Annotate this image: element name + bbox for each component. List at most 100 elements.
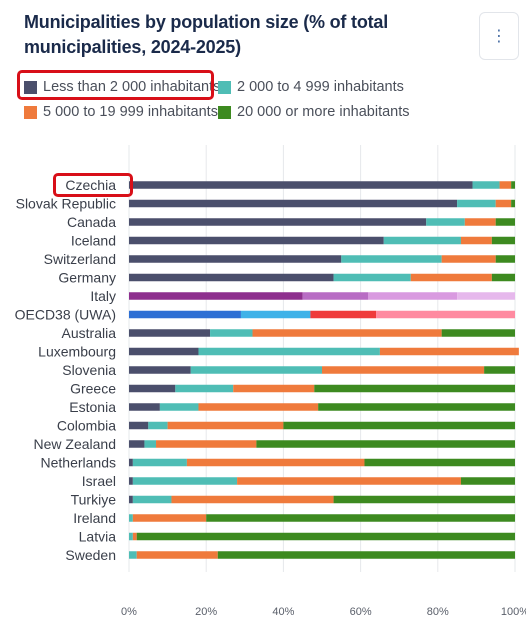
bar-segment — [148, 421, 168, 430]
category-label: Italy — [90, 288, 116, 304]
bar-segment — [457, 292, 515, 300]
bar-segment — [186, 458, 365, 467]
bar-segment — [472, 181, 500, 189]
bar-segment — [233, 384, 315, 393]
bar-segment — [426, 218, 465, 226]
category-label: Czechia — [65, 177, 116, 193]
bar-segment — [333, 495, 515, 504]
bar-segment — [129, 495, 133, 504]
bar-segment — [198, 347, 380, 356]
legend-label: 20 000 or more inhabitants — [237, 104, 410, 120]
czechia-highlight-box — [53, 173, 133, 197]
bar-segment — [129, 292, 303, 300]
legend-highlight-box — [17, 70, 214, 100]
bar-segment — [210, 329, 253, 337]
category-label: Iceland — [71, 233, 116, 249]
legend-swatch — [24, 105, 37, 119]
bar-segment — [364, 458, 515, 467]
category-label: Switzerland — [44, 251, 116, 267]
legend-label: 2 000 to 4 999 inhabitants — [237, 79, 404, 95]
bar-segment — [441, 329, 515, 337]
bar-segment — [175, 384, 234, 393]
legend-item-5000-to-19999[interactable]: 5 000 to 19 999 inhabitants — [24, 104, 218, 120]
x-tick-label: 80% — [427, 606, 449, 618]
bar-segment — [129, 218, 427, 226]
legend-swatch — [218, 105, 231, 119]
x-tick-label: 0% — [121, 606, 137, 618]
bar-segment — [129, 403, 160, 411]
bar-segment — [144, 440, 157, 448]
bar-segment — [129, 514, 133, 522]
bar-segment — [314, 384, 515, 393]
bar-segment — [129, 347, 199, 356]
bar-segment — [190, 366, 322, 374]
x-tick-label: 40% — [272, 606, 294, 618]
x-tick-label: 60% — [350, 606, 372, 618]
category-label: Israel — [82, 473, 116, 489]
category-label: Ireland — [73, 510, 116, 526]
category-label: Canada — [67, 214, 116, 230]
bar-segment — [129, 551, 137, 559]
bar-segment — [460, 236, 492, 245]
bar-segment — [171, 495, 334, 504]
bar-segment — [379, 347, 519, 356]
bar-segment — [132, 495, 172, 504]
bar-segment — [457, 199, 496, 208]
bar-segment — [484, 366, 515, 374]
category-label: New Zealand — [34, 436, 117, 452]
category-label: Turkiye — [71, 492, 117, 508]
more-vertical-icon: ⋮ — [491, 28, 507, 45]
x-tick-label: 100% — [501, 606, 526, 618]
bar-segment — [491, 236, 515, 245]
legend-swatch — [24, 80, 37, 94]
bar-segment — [129, 199, 458, 208]
bar-segment — [198, 403, 319, 411]
bar-segment — [460, 477, 515, 485]
bar-segment — [495, 218, 515, 226]
bar-segment — [132, 514, 207, 522]
bar-segment — [283, 421, 515, 430]
bar-segment — [368, 292, 458, 300]
legend-item-20000-or-more[interactable]: 20 000 or more inhabitants — [218, 104, 410, 120]
legend-label: 5 000 to 19 999 inhabitants — [43, 104, 218, 120]
legend-label: Less than 2 000 inhabitants — [43, 79, 221, 95]
bar-segment — [129, 236, 384, 245]
bar-segment — [302, 292, 369, 300]
bar-segment — [511, 199, 515, 208]
legend-item-2000-to-4999[interactable]: 2 000 to 4 999 inhabitants — [218, 79, 404, 95]
bar-segment — [129, 532, 133, 541]
category-label: Netherlands — [41, 455, 117, 471]
bar-segment — [252, 329, 442, 337]
bar-segment — [129, 255, 342, 263]
bar-segment — [132, 477, 238, 485]
bar-segment — [310, 310, 377, 319]
category-label: Sweden — [65, 547, 116, 563]
bar-segment — [129, 366, 191, 374]
bar-segment — [129, 329, 211, 337]
category-label: Slovenia — [62, 362, 116, 378]
bar-segment — [240, 310, 311, 319]
bar-segment — [129, 273, 334, 282]
bar-segment — [129, 440, 145, 448]
bar-segment — [136, 532, 515, 541]
bar-segment — [495, 255, 515, 263]
category-label: Luxembourg — [38, 344, 116, 360]
category-label: Colombia — [57, 418, 116, 434]
bar-segment — [256, 440, 515, 448]
bar-segment — [129, 384, 176, 393]
chart-title: Municipalities by population size (% of … — [24, 12, 389, 57]
more-options-button[interactable]: ⋮ — [479, 12, 519, 60]
bar-segment — [159, 403, 199, 411]
bar-segment — [376, 310, 515, 319]
bar-segment — [341, 255, 442, 263]
legend-item-less-than-2000[interactable]: Less than 2 000 inhabitants — [24, 79, 220, 95]
bar-segment — [136, 551, 218, 559]
x-tick-label: 20% — [195, 606, 217, 618]
bar-segment — [318, 403, 515, 411]
bar-segment — [322, 366, 485, 374]
bar-segment — [491, 273, 515, 282]
category-label: Estonia — [69, 399, 116, 415]
bar-segment — [383, 236, 461, 245]
bar-segment — [156, 440, 257, 448]
bar-segment — [333, 273, 411, 282]
